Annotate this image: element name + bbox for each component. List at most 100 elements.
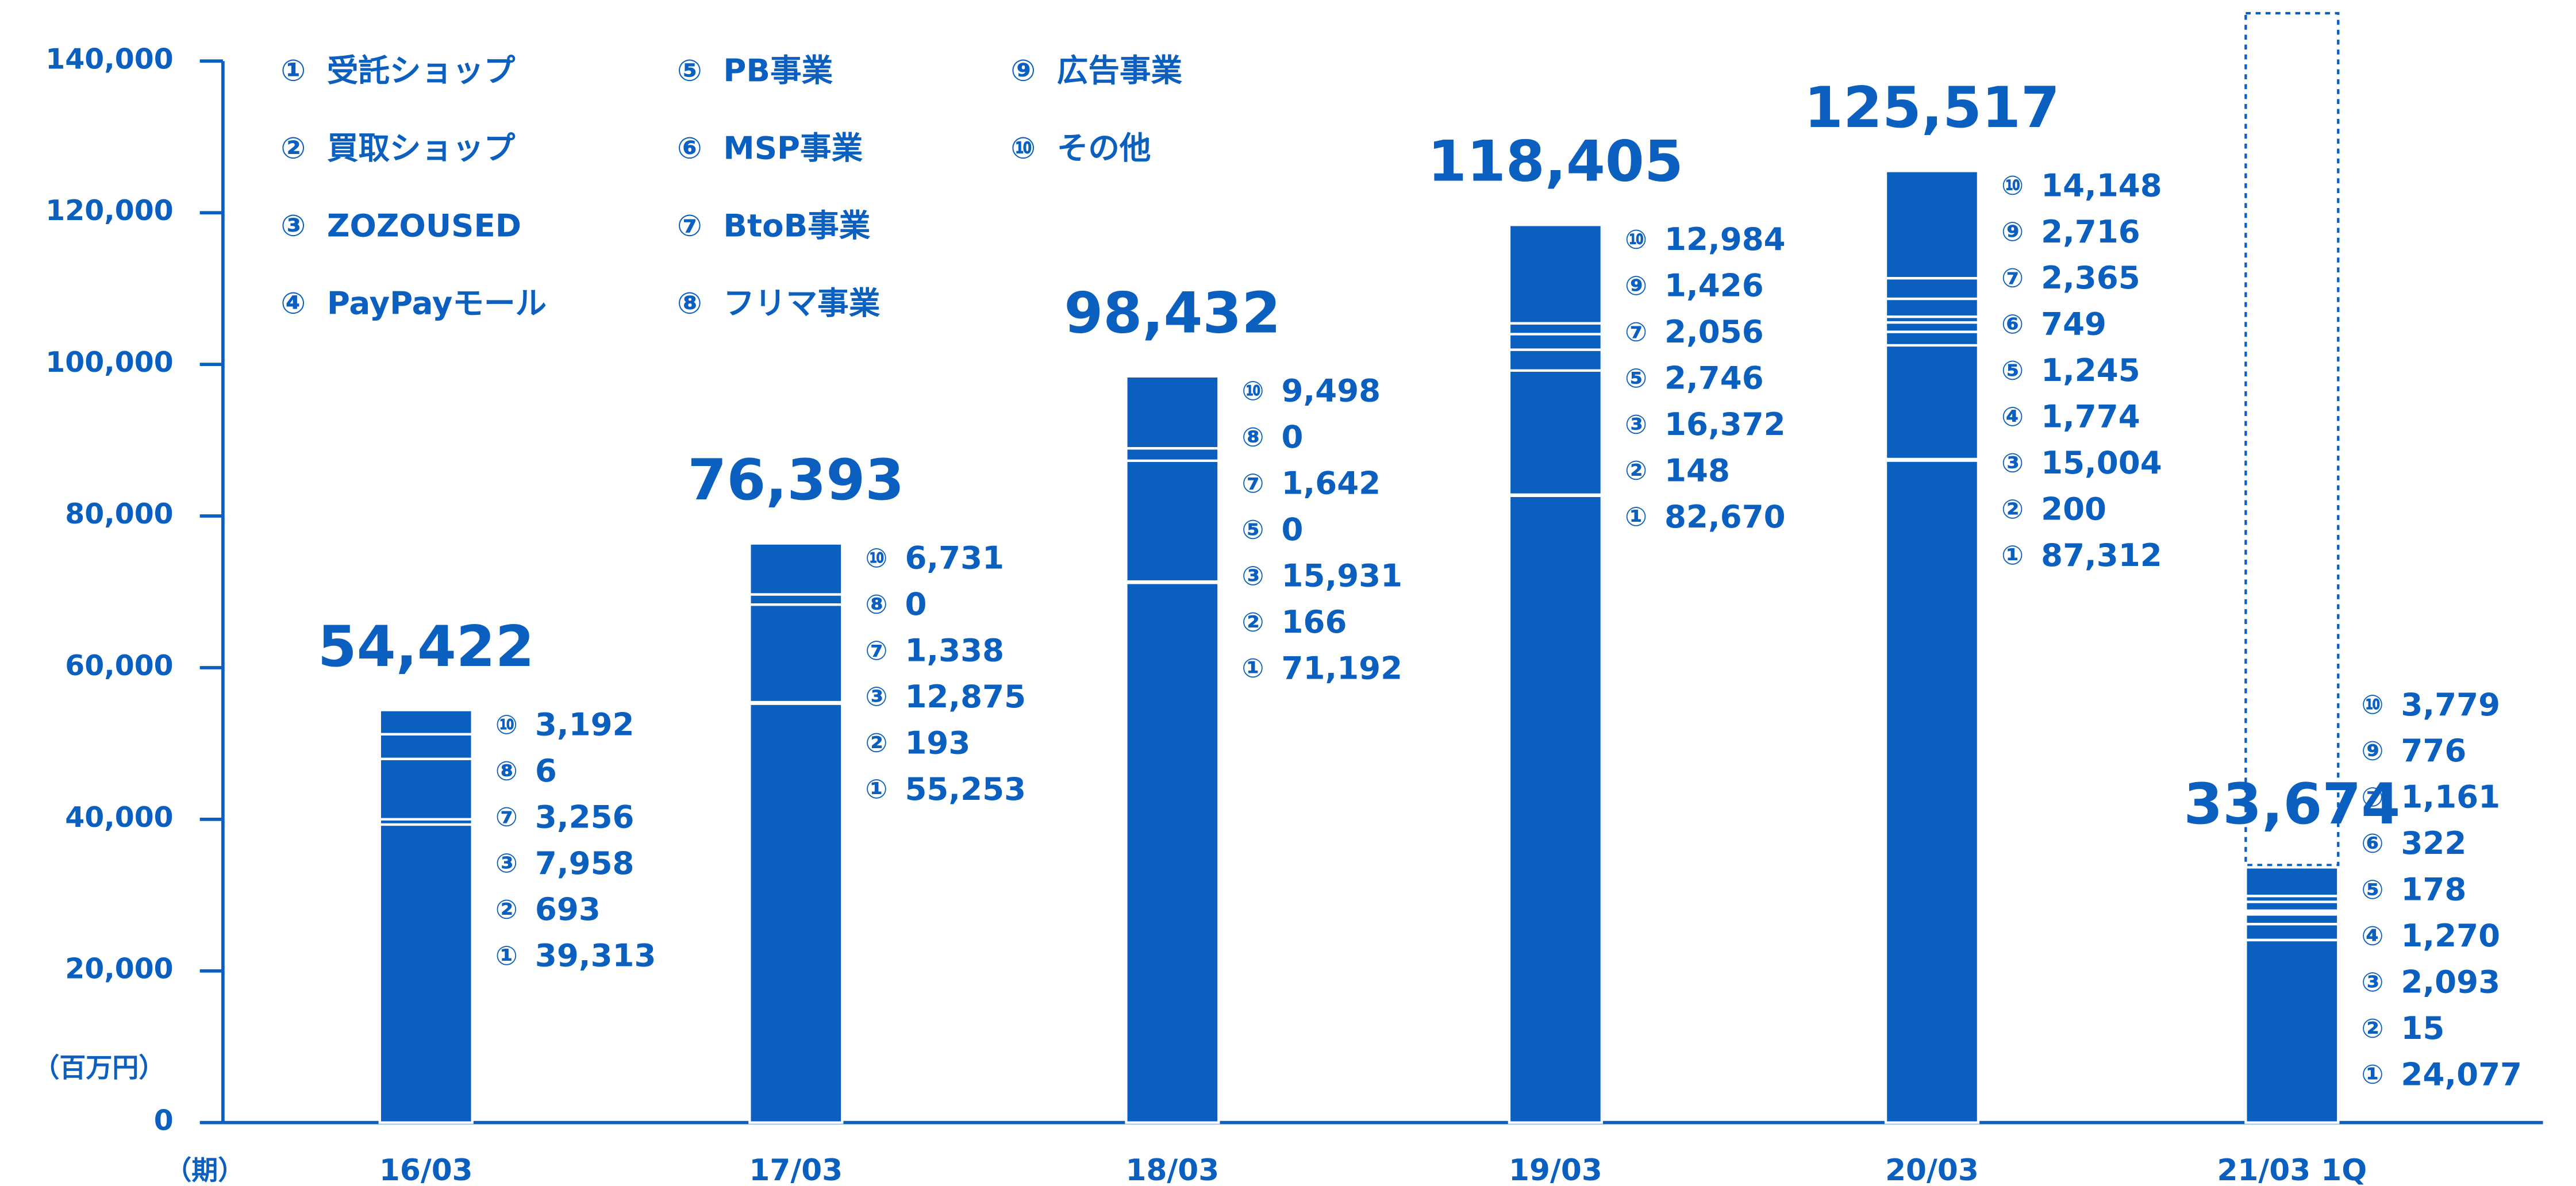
data-label: 12,875	[905, 678, 1026, 715]
bar-segment	[2244, 913, 2340, 926]
legend-marker: ⑦	[677, 209, 702, 243]
data-label-marker: ③	[495, 848, 518, 879]
data-label: 2,056	[1664, 313, 1764, 350]
data-label-marker: ⑥	[2361, 828, 2383, 859]
data-label: 1,774	[2041, 398, 2140, 435]
data-label: 39,313	[535, 937, 656, 974]
data-label-marker: ⑨	[1625, 270, 1647, 301]
legend-marker: ②	[280, 131, 306, 165]
legend-label: 受託ショップ	[327, 52, 516, 89]
total-label: 98,432	[1064, 280, 1281, 346]
y-axis-label: （百万円）	[33, 1052, 165, 1083]
data-label: 6,731	[905, 540, 1004, 576]
data-label: 82,670	[1664, 498, 1786, 535]
data-label-marker: ①	[1625, 501, 1647, 532]
bar-segment	[378, 757, 474, 821]
data-label-marker: ①	[2361, 1059, 2383, 1090]
data-label: 2,716	[2041, 213, 2140, 250]
bar-segment	[1884, 321, 1980, 333]
data-label: 2,093	[2401, 963, 2500, 1000]
data-label: 148	[1664, 452, 1730, 488]
data-label: 749	[2041, 306, 2106, 342]
total-label: 118,405	[1428, 129, 1683, 195]
data-label-marker: ⑦	[1242, 468, 1264, 499]
legend-marker: ⑤	[677, 53, 702, 88]
data-label: 2,365	[2041, 259, 2140, 296]
x-tick-label: 16/03	[379, 1153, 473, 1186]
bar-segment	[1508, 333, 1604, 351]
data-label-marker: ②	[2001, 494, 2024, 525]
bar-segment	[748, 702, 844, 1124]
data-label-marker: ⑨	[2361, 736, 2383, 767]
bar-segment	[1125, 447, 1220, 463]
data-label-marker: ②	[865, 727, 887, 758]
data-label-marker: ⑩	[495, 709, 518, 740]
data-label-marker: ②	[495, 894, 518, 925]
data-label: 178	[2401, 871, 2466, 908]
legend-marker: ③	[280, 209, 306, 243]
data-label: 1,270	[2401, 917, 2500, 954]
bar-segment	[1508, 348, 1604, 372]
data-label: 2,746	[1664, 360, 1764, 396]
data-label-marker: ⑩	[865, 542, 887, 573]
data-label: 1,245	[2041, 352, 2140, 388]
x-tick-label: 17/03	[749, 1153, 843, 1186]
bar-segment	[1125, 459, 1220, 583]
data-label: 3,192	[535, 706, 635, 742]
bar-segment	[1508, 224, 1604, 325]
data-label: 71,192	[1282, 649, 1403, 686]
legend-label: PB事業	[723, 52, 833, 89]
legend-label: MSP事業	[723, 130, 863, 167]
data-label: 200	[2041, 490, 2106, 527]
data-label: 6	[535, 752, 557, 789]
data-label-marker: ⑦	[1625, 316, 1647, 347]
data-label-marker: ⑦	[2001, 263, 2024, 294]
bar-segment	[1125, 582, 1220, 1124]
data-label: 7,958	[535, 845, 635, 881]
legend-marker: ⑥	[677, 131, 702, 165]
data-label: 1,426	[1664, 267, 1764, 304]
bar-segment	[1884, 170, 1980, 280]
data-label-marker: ②	[1625, 455, 1647, 486]
y-tick-label: 100,000	[45, 346, 173, 379]
data-label: 14,148	[2041, 167, 2162, 203]
data-label: 322	[2401, 825, 2466, 861]
data-label: 1,338	[905, 631, 1004, 668]
data-label: 16,372	[1664, 406, 1786, 442]
data-label-marker: ③	[2361, 966, 2383, 998]
data-label-marker: ②	[2361, 1012, 2383, 1043]
data-label-marker: ⑦	[495, 802, 518, 833]
data-label-marker: ③	[865, 681, 887, 712]
data-label-marker: ①	[2001, 540, 2024, 571]
data-label: 693	[535, 891, 601, 927]
legend-marker: ①	[280, 53, 306, 88]
bar-segment	[378, 733, 474, 760]
bar-segment	[2244, 900, 2340, 912]
data-label-marker: ⑧	[1242, 422, 1264, 453]
legend-marker: ④	[280, 287, 306, 321]
data-label-marker: ①	[495, 940, 518, 971]
data-label-marker: ⑨	[2001, 216, 2024, 247]
data-label: 0	[905, 586, 926, 622]
y-tick-label: 140,000	[45, 43, 173, 75]
bar-segment	[1508, 369, 1604, 496]
bar-segment	[1508, 494, 1604, 1124]
data-label: 0	[1282, 511, 1304, 548]
bar-segment	[378, 823, 474, 1124]
legend-marker: ⑨	[1010, 53, 1036, 88]
x-tick-label: 19/03	[1509, 1153, 1602, 1186]
data-label-marker: ③	[1242, 560, 1264, 591]
legend-label: 広告事業	[1057, 52, 1183, 89]
data-label: 15,004	[2041, 444, 2162, 481]
data-label-marker: ⑦	[865, 635, 887, 666]
bar-segment	[378, 708, 474, 736]
bar-segment	[2244, 922, 2340, 941]
bar-segment	[1884, 297, 1980, 318]
data-label-marker: ⑧	[865, 588, 887, 619]
total-label: 125,517	[1804, 75, 2060, 141]
data-label: 87,312	[2041, 537, 2162, 573]
data-label: 3,256	[535, 798, 635, 835]
legend-label: ZOZOUSED	[327, 207, 521, 244]
outline	[2244, 11, 2340, 867]
